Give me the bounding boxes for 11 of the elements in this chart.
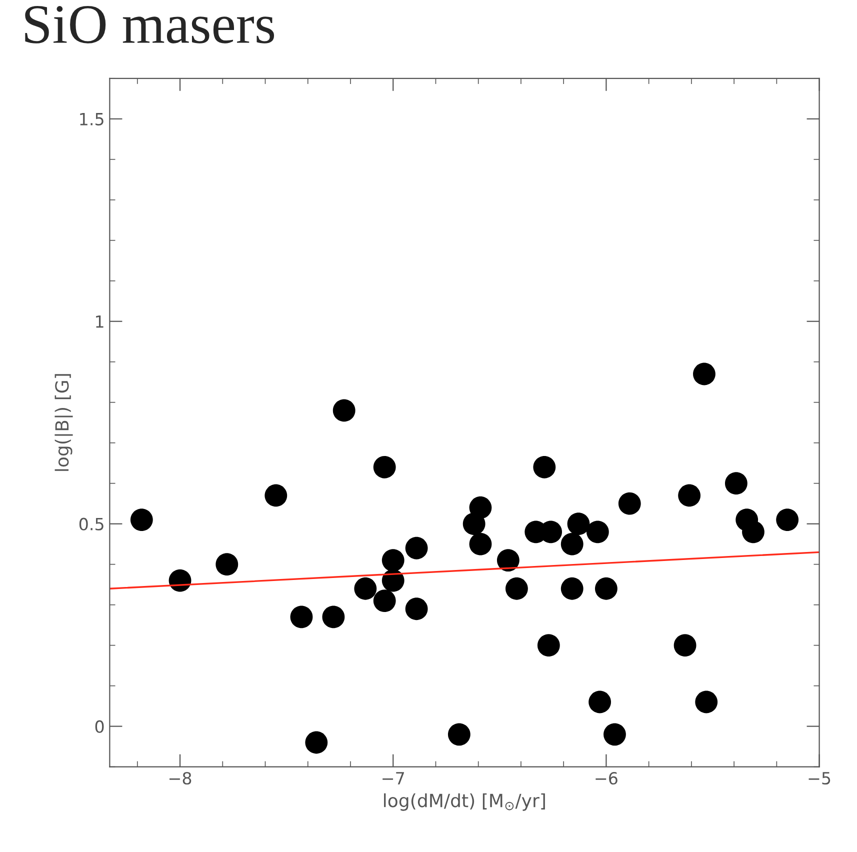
x-tick-label: −6 <box>596 772 618 785</box>
y-tick-label: 0.5 <box>79 518 104 530</box>
x-axis-title: log(dM/dt) [M$_{⊙}$/yr] <box>384 793 545 811</box>
x-tick-label: −7 <box>382 772 404 784</box>
x-tick-label: −8 <box>169 772 192 785</box>
chart-title: SiO masers <box>25 6 274 44</box>
y-tick-label: 1.5 <box>80 113 104 126</box>
y-tick-label: 0 <box>95 720 104 733</box>
x-tick-label: −5 <box>808 772 830 785</box>
y-axis-title: log(|B|) [G] <box>54 374 73 471</box>
y-tick-label: 1 <box>96 316 104 328</box>
